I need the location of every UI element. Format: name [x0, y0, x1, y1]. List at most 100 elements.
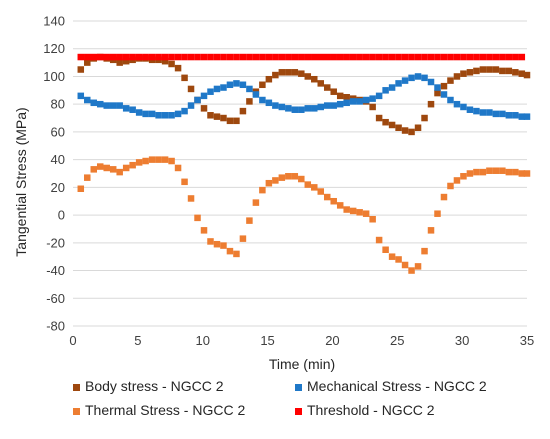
data-point: [362, 210, 370, 217]
data-point: [434, 210, 441, 217]
data-point: [194, 53, 201, 61]
data-point: [109, 166, 117, 173]
data-point: [395, 124, 402, 131]
data-point: [473, 107, 480, 115]
data-point: [84, 96, 91, 104]
series-2: [77, 156, 531, 274]
data-point: [291, 53, 299, 61]
data-point: [77, 92, 85, 100]
data-point: [148, 110, 156, 118]
data-point: [349, 98, 357, 105]
data-point: [492, 167, 500, 174]
data-point: [362, 96, 370, 104]
data-point: [174, 164, 182, 172]
data-point: [161, 112, 169, 119]
series-1: [77, 73, 531, 120]
data-point: [421, 74, 428, 82]
data-point: [278, 174, 286, 181]
legend-swatch: [295, 408, 302, 415]
data-point: [142, 53, 149, 61]
data-point: [311, 184, 318, 191]
data-point: [401, 77, 409, 84]
data-point: [401, 127, 409, 134]
data-point: [220, 84, 227, 91]
data-point: [479, 109, 487, 116]
data-point: [122, 105, 130, 112]
data-point: [77, 185, 85, 192]
data-point: [252, 199, 260, 206]
data-point: [473, 168, 480, 176]
data-point: [466, 170, 474, 177]
data-point: [317, 53, 325, 61]
data-point: [460, 173, 467, 180]
data-point: [401, 261, 409, 269]
data-point: [473, 53, 480, 61]
data-point: [414, 263, 422, 270]
data-point: [375, 114, 383, 122]
data-point: [285, 173, 292, 180]
data-point: [103, 53, 110, 61]
data-point: [246, 85, 253, 93]
data-point: [239, 107, 247, 115]
data-point: [187, 85, 195, 93]
data-point: [408, 53, 415, 61]
data-point: [161, 53, 169, 61]
data-point: [285, 105, 292, 112]
data-point: [375, 236, 383, 244]
data-point: [505, 53, 513, 61]
data-point: [200, 53, 208, 61]
data-point: [103, 102, 110, 109]
data-point: [174, 53, 182, 61]
data-point: [161, 57, 169, 65]
data-point: [213, 85, 221, 93]
data-point: [447, 77, 454, 84]
y-tick-label: -80: [46, 319, 65, 334]
data-point: [135, 109, 143, 116]
legend: Body stress - NGCC 2 Mechanical Stress - …: [73, 378, 487, 418]
data-point: [174, 110, 182, 118]
data-point: [382, 118, 389, 126]
data-point: [259, 81, 266, 89]
data-point: [343, 206, 350, 213]
data-point: [311, 75, 318, 83]
data-point: [246, 217, 253, 224]
y-tick-label: 20: [51, 180, 65, 195]
data-point: [523, 170, 531, 177]
gridlines: [73, 20, 527, 327]
data-point: [298, 106, 305, 113]
data-point: [447, 96, 454, 104]
data-point: [265, 99, 273, 107]
data-point: [272, 177, 279, 184]
data-point: [323, 84, 331, 91]
data-point: [109, 102, 117, 109]
data-point: [505, 112, 513, 119]
data-point: [181, 53, 188, 61]
x-tick-label: 15: [260, 333, 274, 348]
data-point: [512, 112, 519, 119]
data-point: [233, 250, 240, 258]
data-point: [207, 238, 214, 245]
data-point: [135, 53, 143, 61]
data-point: [505, 67, 513, 75]
data-point: [421, 114, 428, 122]
data-point: [336, 100, 344, 108]
series-3: [77, 53, 526, 61]
data-point: [499, 53, 506, 61]
data-point: [77, 53, 85, 61]
y-tick-label: 100: [43, 69, 65, 84]
data-point: [336, 202, 344, 209]
data-point: [181, 74, 188, 82]
data-point: [278, 103, 286, 111]
data-point: [84, 53, 91, 61]
data-point: [382, 246, 389, 253]
data-point: [349, 207, 357, 215]
x-tick-label: 10: [195, 333, 209, 348]
data-point: [523, 113, 531, 120]
data-point: [90, 166, 98, 173]
data-markers: [77, 53, 531, 274]
data-point: [336, 53, 344, 61]
data-point: [512, 168, 519, 176]
y-axis-title: Tangential Stress (MPa): [13, 107, 29, 256]
data-point: [116, 168, 123, 176]
data-point: [369, 95, 376, 102]
